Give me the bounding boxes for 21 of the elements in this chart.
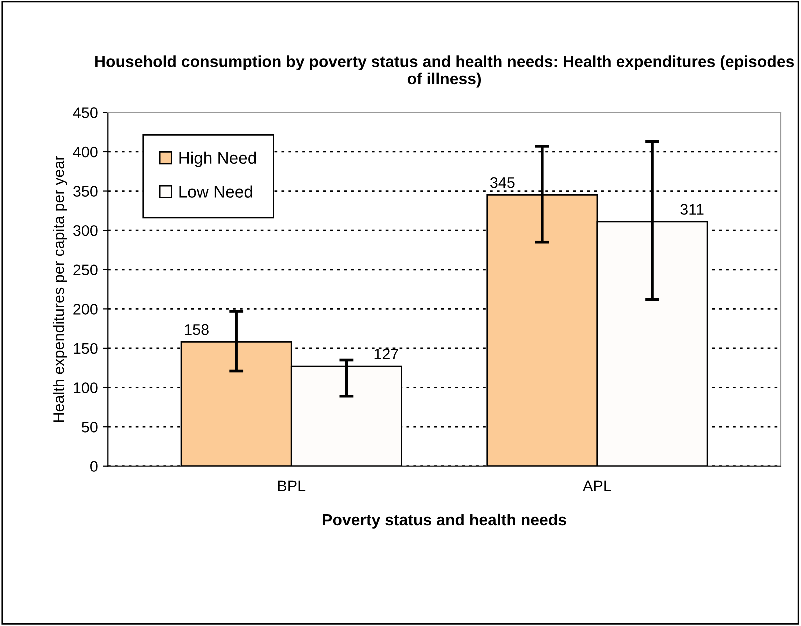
chart-title: Household consumption by poverty status and health needs: Health expenditures (episodes of illness) [96, 56, 794, 88]
data-label: 311 [680, 204, 704, 215]
x-axis-title: Poverty status and health needs [323, 514, 566, 529]
y-tick-label: 300 [74, 225, 98, 236]
y-axis-title: Health expenditures per capita per year [53, 156, 68, 422]
data-label: 158 [185, 324, 209, 336]
data-label: 127 [374, 348, 398, 360]
data-label: 345 [490, 177, 515, 188]
y-tick-label: 100 [74, 382, 98, 394]
y-tick-label: 50 [82, 422, 98, 433]
y-tick-label: 350 [74, 186, 98, 197]
x-tick-label: APL [583, 480, 612, 492]
y-tick-label: 0 [90, 461, 98, 472]
y-tick-label: 400 [73, 146, 98, 158]
y-tick-label: 450 [73, 108, 98, 118]
legend-label: Low Need [180, 186, 252, 198]
y-tick-label: 200 [74, 304, 98, 315]
y-tick-label: 150 [74, 343, 98, 354]
legend-label: High Need [180, 152, 256, 168]
x-tick-label: BPL [278, 480, 306, 492]
y-tick-label: 250 [74, 264, 98, 276]
